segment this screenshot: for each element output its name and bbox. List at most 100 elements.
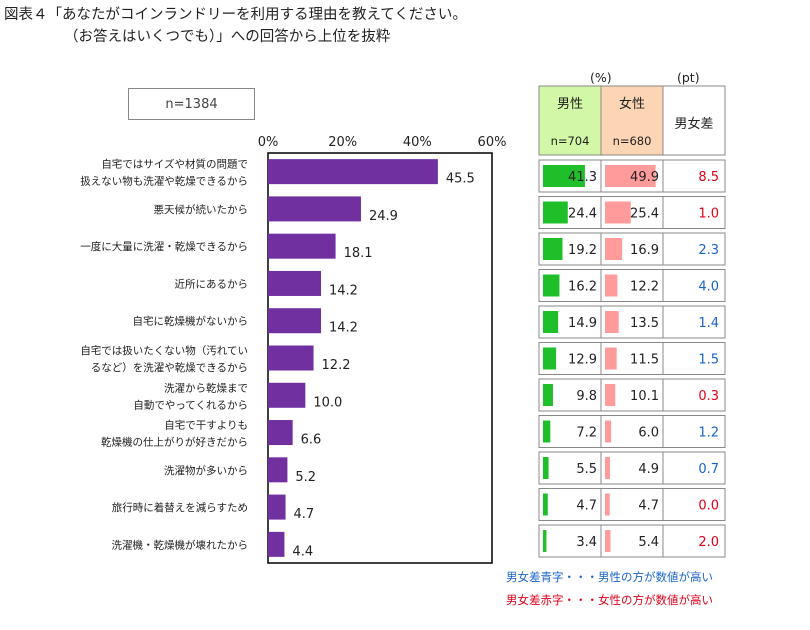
bar-chart: 0% 20% 40% 60% 45.5 自宅ではサイズや材質の問題で扱えない物も洗濯や乾燥… bbox=[80, 135, 507, 564]
title-line-1: 図表４「あなたがコインランドリーを利用する理由を教えてください。 bbox=[4, 7, 467, 23]
category-label: 自宅に乾燥機がないから bbox=[133, 315, 249, 328]
male-bar bbox=[543, 274, 560, 297]
category-label: 扱えない物も洗濯や乾燥できるから bbox=[80, 175, 248, 188]
female-bar bbox=[605, 493, 610, 516]
male-bar bbox=[543, 347, 557, 370]
title-line-2: （お答えはいくつでも）」への回答から上位を抜粋 bbox=[64, 29, 391, 45]
category-label: 一度に大量に洗濯・乾燥できるから bbox=[80, 240, 248, 253]
category-label: 洗濯機・乾燥機が壊れたから bbox=[112, 538, 249, 551]
table-row bbox=[538, 196, 726, 229]
male-bar bbox=[543, 420, 551, 443]
female-bar bbox=[605, 530, 611, 552]
diff-value: 4.0 bbox=[698, 280, 719, 295]
bar-value-label: 6.6 bbox=[301, 433, 322, 448]
table-row bbox=[538, 342, 726, 375]
female-n: n=680 bbox=[613, 134, 652, 148]
male-value: 41.3 bbox=[568, 170, 597, 185]
bar-value-label: 14.2 bbox=[329, 321, 358, 336]
male-bar bbox=[543, 311, 559, 333]
table-row bbox=[538, 524, 726, 558]
female-value: 4.7 bbox=[638, 499, 659, 514]
category-label: 自宅ではサイズや材質の問題で bbox=[101, 158, 248, 171]
bar-value-label: 5.2 bbox=[295, 470, 316, 485]
male-value: 24.4 bbox=[568, 207, 597, 222]
bar bbox=[268, 196, 361, 222]
female-header: 女性 bbox=[619, 96, 645, 112]
bar bbox=[268, 233, 336, 259]
legend-red: 男女差赤字・・・女性の方が数値が高い bbox=[506, 593, 713, 607]
bar-value-label: 10.0 bbox=[313, 395, 342, 410]
male-value: 9.8 bbox=[576, 389, 597, 404]
table-row bbox=[538, 232, 726, 266]
male-value: 3.4 bbox=[576, 535, 597, 550]
female-bar bbox=[605, 274, 618, 297]
table-row bbox=[538, 305, 726, 339]
male-value: 4.7 bbox=[576, 499, 597, 514]
male-bar bbox=[543, 457, 549, 479]
category-label: 旅行時に着替えを減らすため bbox=[112, 501, 248, 514]
male-bar bbox=[543, 384, 553, 406]
category-label: 悪天候が続いたから bbox=[154, 203, 249, 216]
diff-value: 1.2 bbox=[698, 426, 719, 441]
x-tick-label: 0% bbox=[258, 135, 279, 150]
bar bbox=[268, 345, 314, 371]
category-label: 乾燥機の仕上がりが好きだから bbox=[101, 436, 248, 449]
bar-value-label: 4.7 bbox=[294, 507, 315, 522]
diff-value: 1.4 bbox=[698, 316, 719, 331]
female-header-bg bbox=[601, 86, 663, 155]
female-bar bbox=[605, 457, 610, 479]
diff-value: 8.5 bbox=[698, 170, 719, 185]
male-bar bbox=[543, 530, 547, 552]
diff-value: 2.3 bbox=[698, 243, 719, 258]
female-value: 13.5 bbox=[630, 316, 659, 331]
male-value: 5.5 bbox=[576, 462, 597, 477]
female-value: 5.4 bbox=[638, 535, 659, 550]
female-bar bbox=[605, 165, 656, 187]
bar-value-label: 18.1 bbox=[344, 246, 373, 261]
point-unit-label: (pt) bbox=[677, 70, 700, 85]
bar-value-label: 45.5 bbox=[446, 172, 475, 187]
legend-blue: 男女差青字・・・男性の方が数値が高い bbox=[506, 570, 713, 584]
header-border bbox=[538, 85, 726, 156]
bar bbox=[268, 531, 285, 557]
female-value: 12.2 bbox=[630, 280, 659, 295]
bar-value-label: 14.2 bbox=[329, 283, 358, 298]
sample-size-box: n=1384 bbox=[128, 88, 255, 120]
diff-value: 2.0 bbox=[698, 535, 719, 550]
female-bar bbox=[605, 238, 623, 260]
percent-unit-label: (%) bbox=[590, 70, 612, 85]
bar bbox=[268, 382, 306, 408]
female-value: 49.9 bbox=[630, 170, 659, 185]
x-tick-label: 40% bbox=[403, 135, 432, 150]
female-value: 11.5 bbox=[630, 353, 659, 368]
bar bbox=[268, 270, 322, 296]
male-header-bg bbox=[539, 86, 601, 155]
category-label: 近所にあるから bbox=[175, 277, 249, 290]
male-bar bbox=[543, 165, 585, 187]
table-row bbox=[538, 269, 726, 302]
x-tick-label: 20% bbox=[328, 135, 357, 150]
female-value: 16.9 bbox=[630, 243, 659, 258]
category-label: 自動でやってくれるから bbox=[133, 398, 248, 411]
table-row bbox=[538, 451, 726, 485]
diff-value: 0.7 bbox=[698, 462, 719, 477]
male-n: n=704 bbox=[551, 134, 590, 148]
table-row bbox=[538, 378, 726, 412]
male-header: 男性 bbox=[557, 97, 583, 112]
female-value: 10.1 bbox=[630, 389, 659, 404]
male-value: 19.2 bbox=[568, 243, 597, 258]
category-label: 洗濯から乾燥まで bbox=[164, 381, 248, 394]
gender-table: 男性 n=704 女性 n=680 男女差 41.3 49.9 8.5 24.4 25.4 1.0 1… bbox=[538, 85, 726, 558]
diff-value: 1.0 bbox=[698, 207, 719, 222]
female-bar bbox=[605, 311, 619, 333]
male-value: 12.9 bbox=[568, 353, 597, 368]
male-value: 14.9 bbox=[568, 316, 597, 331]
male-bar bbox=[543, 493, 548, 516]
category-label: 自宅で干すよりも bbox=[164, 419, 248, 432]
diff-value: 0.0 bbox=[698, 499, 719, 514]
x-tick-label: 60% bbox=[478, 135, 507, 150]
category-label: るなど）を洗濯や乾燥できるから bbox=[91, 361, 248, 374]
bar bbox=[268, 494, 286, 520]
female-value: 4.9 bbox=[638, 462, 659, 477]
